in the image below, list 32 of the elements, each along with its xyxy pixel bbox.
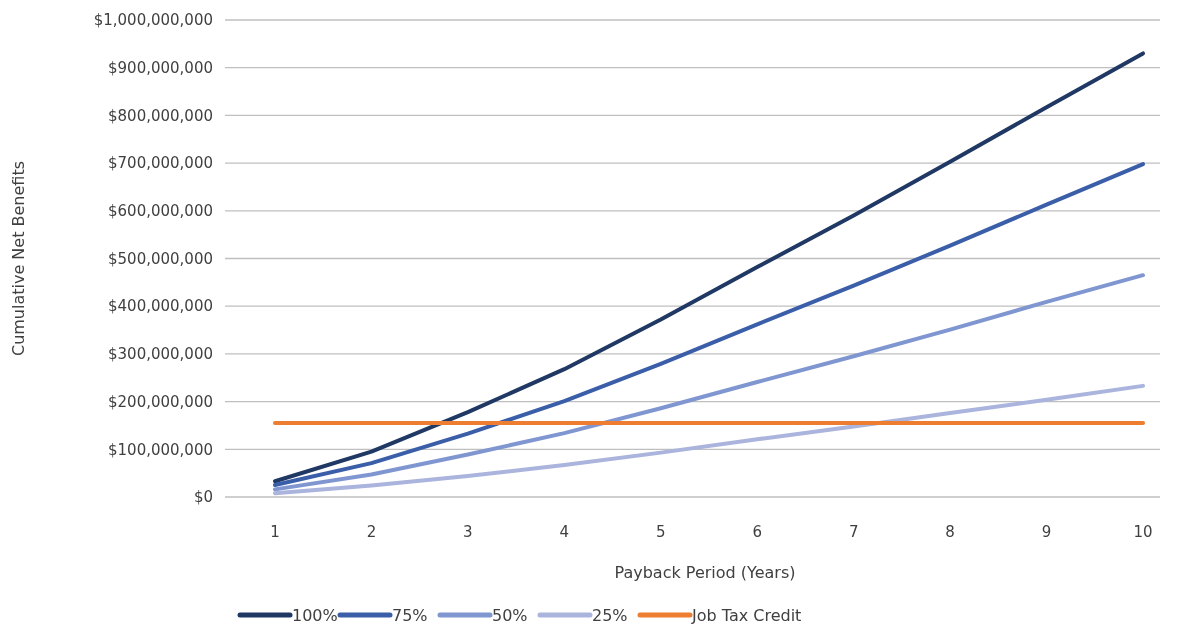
x-tick-label: 6 [752,523,762,541]
legend-label: 25% [592,605,628,625]
legend-label: 50% [492,605,528,625]
line-series [273,162,1145,488]
y-tick-label: $600,000,000 [108,202,213,221]
line-series [273,273,1145,492]
x-tick-label: 8 [945,523,955,541]
legend-label: 75% [392,605,428,625]
y-tick-label: $800,000,000 [108,106,213,125]
x-tick-label: 10 [1133,523,1153,541]
y-tick-label: $1,000,000,000 [93,11,213,30]
x-tick-label: 3 [463,523,473,541]
x-tick-label: 2 [366,523,377,541]
y-axis-title: Cumulative Net Benefits [9,160,28,357]
x-tick-label: 5 [656,523,666,541]
y-tick-label: $700,000,000 [108,154,213,173]
x-axis-title: Payback Period (Years) [614,563,796,582]
line-series [273,383,1145,496]
legend-label: Job Tax Credit [691,605,802,625]
y-tick-label: $0 [193,488,213,507]
y-tick-label: $900,000,000 [108,58,213,77]
x-tick-label: 1 [270,523,280,541]
y-tick-label: $100,000,000 [108,440,213,459]
legend-label: 100% [292,605,338,625]
y-tick-label: $300,000,000 [108,345,213,364]
x-tick-label: 4 [559,523,570,541]
x-tick-label: 7 [848,523,859,541]
y-tick-label: $400,000,000 [108,297,213,316]
y-tick-label: $200,000,000 [108,392,213,411]
y-tick-label: $500,000,000 [108,249,213,268]
x-tick-label: 9 [1041,523,1052,541]
line-series [273,51,1145,484]
